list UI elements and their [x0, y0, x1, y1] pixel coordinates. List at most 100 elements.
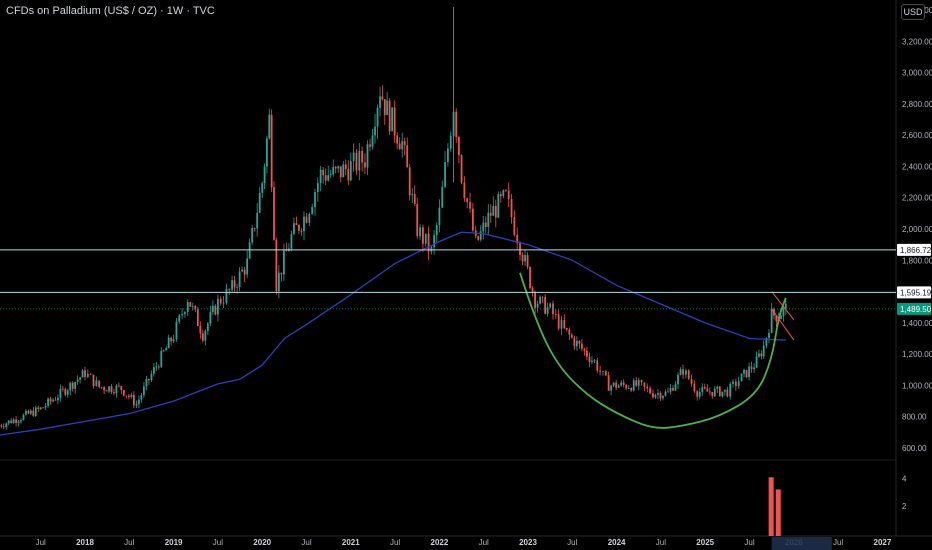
price-axis[interactable]: 600.00800.001,000.001,200.001,400.001,60… [902, 6, 932, 453]
x-tick-label: 2023 [519, 538, 537, 547]
candle-up-body [222, 302, 225, 304]
candle-up-body [337, 166, 340, 169]
candle-down-body [652, 393, 654, 398]
candle-down-body [507, 190, 510, 200]
candle-down-body [706, 388, 709, 392]
candle-up-body [130, 394, 133, 397]
candle-up-body [52, 399, 54, 402]
candle-down-body [233, 280, 236, 288]
candle-up-body [669, 387, 672, 392]
candle-down-body [568, 329, 571, 335]
candle-up-body [560, 320, 563, 329]
candle-down-body [460, 155, 463, 183]
x-tick-label: Jul [744, 538, 754, 547]
candle-up-body [277, 272, 280, 292]
candle-up-body [329, 174, 332, 176]
candle-down-body [243, 269, 246, 275]
candle-up-body [610, 385, 613, 391]
candle-up-body [411, 194, 414, 196]
candle-up-body [768, 332, 770, 338]
candle-up-body [143, 386, 145, 396]
candle-up-body [698, 391, 701, 397]
candle-down-body [682, 369, 684, 375]
y-tick-label: 800.00 [902, 413, 927, 422]
candle-up-body [181, 314, 184, 316]
candle-down-body [170, 337, 173, 342]
candle-up-body [74, 381, 77, 389]
candle-up-body [135, 404, 138, 406]
candle-up-body [241, 269, 244, 272]
level-price-text: 1,866.72 [900, 246, 932, 255]
cup-curve [519, 272, 787, 429]
x-tick-label: 2027 [874, 538, 892, 547]
candle-down-body [477, 236, 480, 240]
candle-up-body [487, 212, 490, 228]
candle-down-body [196, 309, 199, 327]
candle-down-body [355, 152, 358, 171]
candle-down-body [157, 366, 160, 368]
candle-down-body [455, 111, 458, 137]
candle-down-body [403, 141, 406, 146]
candle-down-body [194, 305, 197, 310]
candle-down-body [422, 227, 424, 244]
candle-down-body [408, 167, 411, 196]
candle-up-body [780, 316, 783, 320]
candle-down-body [120, 386, 123, 391]
x-tick-label: 2019 [165, 538, 183, 547]
trend-line [771, 291, 795, 321]
candle-down-body [295, 223, 298, 226]
candle-up-body [204, 330, 207, 341]
candle-down-body [643, 382, 646, 387]
level-price-tag [897, 243, 931, 256]
candle-up-body [283, 250, 285, 275]
candle-down-body [54, 399, 57, 401]
candle-up-body [782, 307, 785, 317]
candle-down-body [253, 227, 256, 229]
candle-down-body [37, 407, 40, 409]
candle-up-body [266, 138, 268, 167]
candle-down-body [270, 114, 273, 188]
candle-up-body [184, 312, 186, 315]
volume-tick-label: 4 [902, 475, 907, 484]
candle-up-body [155, 366, 158, 368]
candle-up-body [57, 397, 59, 401]
candle-down-body [504, 190, 507, 192]
price-layer[interactable] [0, 6, 787, 430]
time-axis[interactable]: Jul 2018 Jul 2019 Jul 2020 Jul 2021 Jul 2022 Jul 20… [36, 537, 892, 550]
candle-up-body [401, 141, 404, 150]
candle-up-body [162, 350, 165, 352]
candle-up-body [342, 164, 345, 178]
volume-bar [775, 489, 781, 536]
candle-down-body [396, 135, 399, 144]
candle-down-body [703, 387, 706, 389]
x-tick-label: Jul [390, 538, 400, 547]
candle-down-body [649, 388, 651, 394]
candle-down-body [125, 395, 128, 397]
volume-pane: 42 [768, 475, 907, 536]
candle-down-body [489, 212, 492, 216]
candle-down-body [599, 370, 602, 372]
y-tick-label: 2,400.00 [902, 162, 932, 171]
candle-up-body [482, 222, 485, 232]
y-tick-label: 1,800.00 [902, 256, 932, 265]
candle-up-body [371, 135, 374, 147]
current-price-text: 1,489.50 [900, 305, 932, 314]
candle-down-body [745, 369, 748, 378]
candle-up-body [770, 308, 773, 333]
candle-down-body [381, 96, 384, 100]
candle-down-body [510, 199, 513, 218]
y-tick-label: 2,000.00 [902, 225, 932, 234]
candle-down-body [300, 230, 303, 232]
candle-down-body [0, 425, 3, 427]
x-tick-label: 2018 [76, 538, 94, 547]
x-tick-label: Jul [833, 538, 843, 547]
candle-up-body [25, 410, 27, 415]
y-tick-label: 600.00 [902, 444, 927, 453]
candle-up-body [674, 384, 677, 391]
y-tick-label: 3,000.00 [902, 69, 932, 78]
currency-button[interactable]: USD [901, 4, 925, 20]
candle-down-body [718, 386, 721, 397]
candle-down-body [61, 388, 64, 390]
price-tags: 1,866.72 1,595.19 1,489.50 [897, 243, 932, 315]
